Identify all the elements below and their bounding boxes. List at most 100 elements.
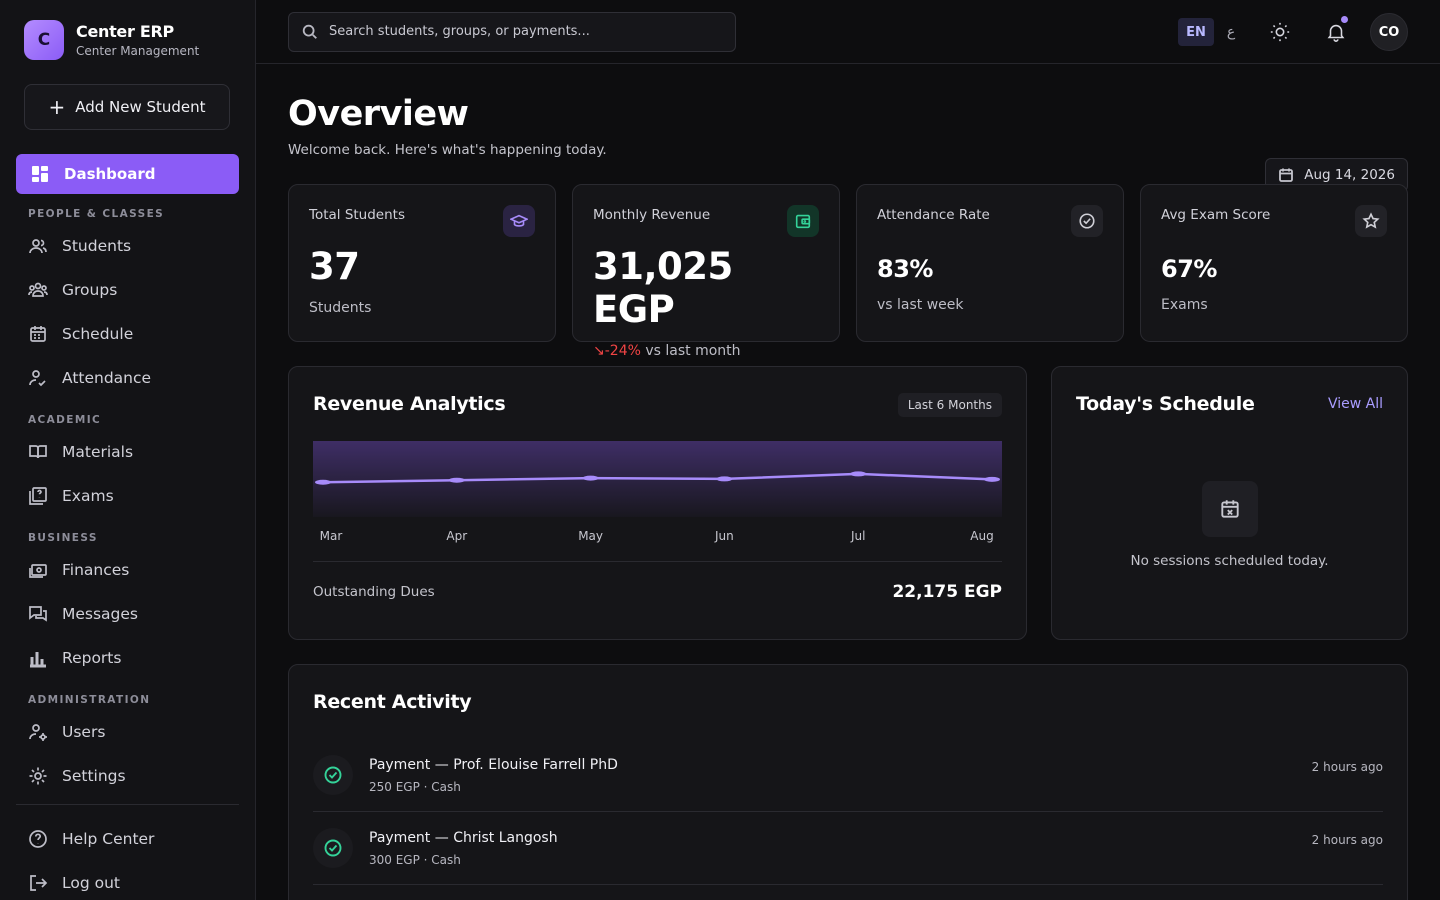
sidebar-item-messages[interactable]: Messages: [16, 592, 239, 636]
sidebar-item-reports[interactable]: Reports: [16, 636, 239, 680]
x-tick-label: May: [578, 529, 603, 543]
stat-label: Total Students: [309, 207, 405, 223]
range-selector[interactable]: Last 6 Months: [897, 393, 1002, 417]
sidebar-item-dashboard[interactable]: Dashboard: [16, 154, 239, 194]
x-tick-label: Mar: [319, 529, 343, 543]
sidebar-item-materials[interactable]: Materials: [16, 430, 239, 474]
plus-icon: +: [48, 95, 66, 119]
activity-time: 2 hours ago: [1311, 833, 1383, 847]
stat-label: Attendance Rate: [877, 207, 990, 223]
outstanding-dues-row: Outstanding Dues 22,175 EGP: [313, 561, 1002, 602]
notification-dot: [1341, 16, 1348, 23]
sidebar-item-label: Finances: [62, 561, 130, 579]
stat-footnote: vs last week: [877, 297, 964, 313]
sidebar-item-finances[interactable]: Finances: [16, 548, 239, 592]
user-cog-icon: [28, 722, 48, 742]
messages-icon: [28, 604, 48, 624]
notifications-button[interactable]: [1316, 12, 1356, 52]
avatar[interactable]: CO: [1370, 13, 1408, 51]
check-circle-icon: [1071, 205, 1103, 237]
card-title: Revenue Analytics: [313, 393, 506, 415]
brand[interactable]: C Center ERP Center Management: [24, 18, 239, 62]
chart-point[interactable]: [850, 471, 867, 477]
sun-icon: [1270, 22, 1290, 42]
wallet-icon: [787, 205, 819, 237]
date-picker-button[interactable]: Aug 14, 2026: [1265, 158, 1408, 192]
stat-card-monthly-revenue[interactable]: Monthly Revenue 31,025 EGP ↘-24% vs last…: [572, 184, 840, 359]
attendance-icon: [28, 368, 48, 388]
stat-card-total-students[interactable]: Total Students 37 Students: [288, 184, 556, 342]
star-icon: [1355, 205, 1387, 237]
brand-title: Center ERP: [76, 22, 174, 41]
brand-subtitle: Center Management: [76, 44, 200, 58]
date-label: Aug 14, 2026: [1304, 167, 1395, 183]
chart-point[interactable]: [315, 479, 331, 485]
sidebar-item-logout[interactable]: Log out: [16, 861, 239, 900]
sidebar-item-attendance[interactable]: Attendance: [16, 356, 239, 400]
sidebar-item-users[interactable]: Users: [16, 710, 239, 754]
list-item[interactable]: Payment — Christ Langosh 300 EGP · Cash …: [313, 812, 1383, 885]
add-student-button[interactable]: + Add New Student: [24, 84, 230, 130]
chart-x-axis: Mar Apr May Jun Jul Aug: [313, 529, 1002, 549]
theme-toggle-button[interactable]: [1260, 12, 1300, 52]
sidebar: C Center ERP Center Management + Add New…: [0, 0, 256, 900]
trend-down-icon: ↘: [593, 343, 605, 359]
trend-value: -24%: [604, 343, 641, 359]
stats-row: Total Students 37 Students Monthly Reven…: [288, 184, 1408, 359]
sidebar-divider: [16, 804, 239, 805]
page-title: Overview: [288, 94, 469, 134]
x-tick-label: Aug: [970, 529, 994, 543]
stat-footnote: vs last month: [645, 343, 741, 359]
sidebar-item-exams[interactable]: Exams: [16, 474, 239, 518]
language-en-button[interactable]: EN: [1178, 18, 1214, 46]
stat-card-avg-exam-score[interactable]: Avg Exam Score 67% Exams: [1140, 184, 1408, 342]
todays-schedule-card: Today's Schedule View All No sessions sc…: [1051, 366, 1408, 640]
sidebar-item-label: Help Center: [62, 830, 155, 848]
gear-icon: [28, 766, 48, 786]
chart-point[interactable]: [984, 476, 1000, 482]
search-bar[interactable]: [288, 11, 736, 52]
view-all-link[interactable]: View All: [1327, 396, 1383, 412]
sidebar-item-schedule[interactable]: Schedule: [16, 312, 239, 356]
chart-point[interactable]: [716, 476, 733, 482]
sidebar-item-label: Attendance: [62, 369, 152, 387]
money-icon: [28, 560, 48, 580]
topbar-actions: EN ع CO: [1178, 12, 1408, 52]
chart-point[interactable]: [582, 475, 599, 481]
exam-icon: [28, 486, 48, 506]
add-student-label: Add New Student: [75, 98, 206, 116]
activity-subtitle: 300 EGP · Cash: [369, 853, 461, 867]
groups-icon: [28, 280, 48, 300]
sidebar-item-label: Reports: [62, 649, 122, 667]
language-ar-button[interactable]: ع: [1226, 24, 1236, 40]
sidebar-item-label: Materials: [62, 443, 134, 461]
stat-value: 67%: [1161, 255, 1217, 283]
calendar-x-icon: [1201, 481, 1258, 537]
activity-title: Payment — Christ Langosh: [369, 830, 558, 846]
nav-section-administration: ADMINISTRATION: [28, 694, 151, 706]
chart-point[interactable]: [448, 477, 465, 483]
stat-card-attendance-rate[interactable]: Attendance Rate 83% vs last week: [856, 184, 1124, 342]
sidebar-item-settings[interactable]: Settings: [16, 754, 239, 798]
sidebar-item-groups[interactable]: Groups: [16, 268, 239, 312]
sidebar-item-label: Log out: [62, 874, 120, 892]
list-item[interactable]: Payment — Prof. Elouise Farrell PhD 250 …: [313, 739, 1383, 812]
search-input[interactable]: [329, 24, 709, 39]
stat-label: Monthly Revenue: [593, 207, 711, 223]
revenue-chart-svg: [313, 441, 1002, 517]
sidebar-item-label: Messages: [62, 605, 139, 623]
dues-label: Outstanding Dues: [313, 584, 435, 600]
x-tick-label: Apr: [446, 529, 468, 543]
x-tick-label: Jul: [850, 529, 866, 543]
bar-chart-icon: [28, 648, 48, 668]
calendar-icon: [28, 324, 48, 344]
dues-value: 22,175 EGP: [892, 582, 1002, 602]
sidebar-item-students[interactable]: Students: [16, 224, 239, 268]
dashboard-icon: [30, 164, 50, 184]
sidebar-item-help[interactable]: Help Center: [16, 817, 239, 861]
sidebar-item-label: Groups: [62, 281, 118, 299]
stat-footnote: Exams: [1161, 297, 1208, 313]
chart-series-line: [322, 472, 993, 484]
overview-content: Overview Welcome back. Here's what's hap…: [256, 94, 1440, 900]
main-content: EN ع CO Overview Welcome back. Here's wh…: [256, 0, 1440, 900]
